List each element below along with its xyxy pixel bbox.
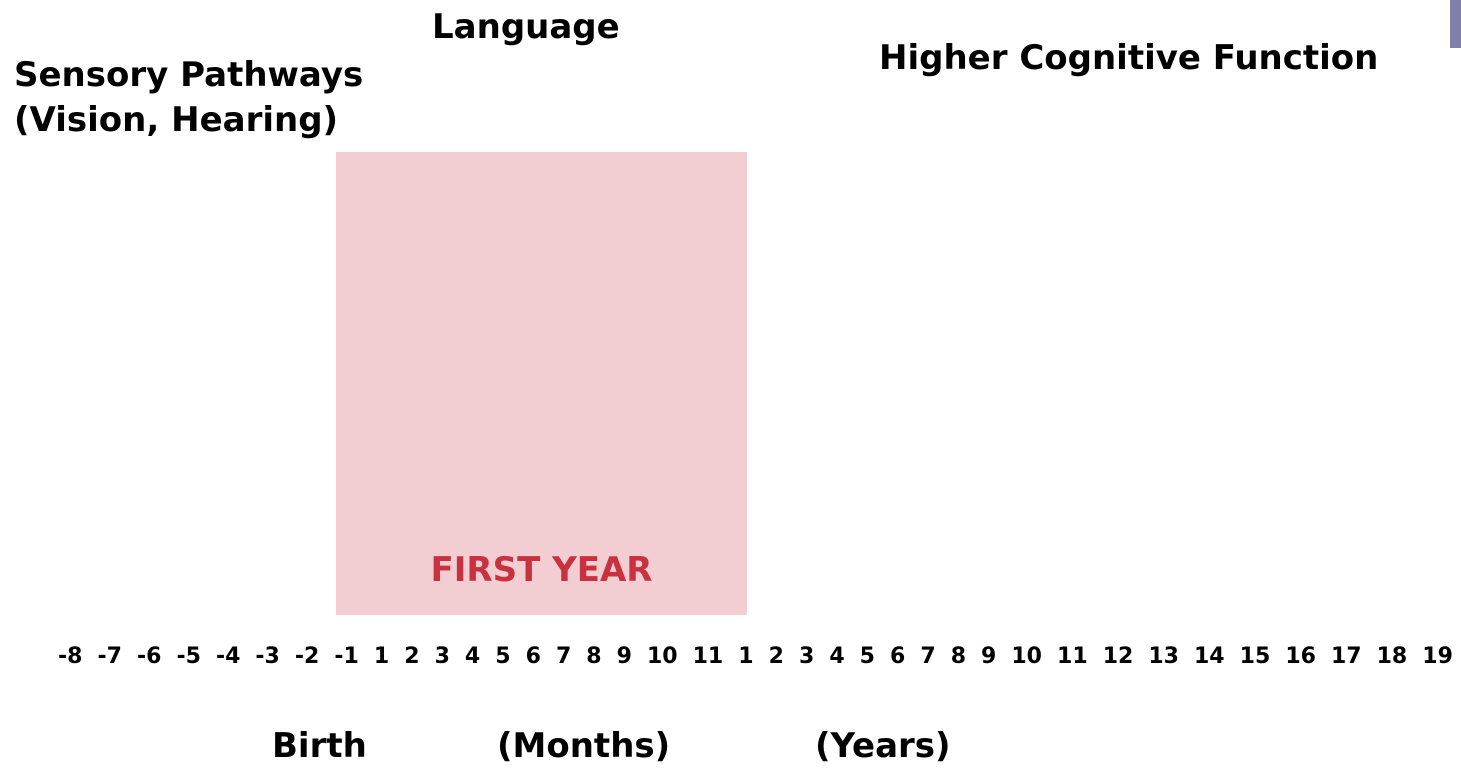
timeline-tick: -6 xyxy=(136,644,162,669)
sensory-label: Sensory Pathways xyxy=(14,55,364,95)
years-label: (Years) xyxy=(815,726,951,766)
timeline-tick: -7 xyxy=(97,644,122,669)
timeline-tick: 13 xyxy=(1148,644,1179,669)
corner-bar xyxy=(1450,0,1461,48)
timeline-tick: 5 xyxy=(495,644,511,669)
higher-label: Higher Cognitive Function xyxy=(879,38,1379,78)
timeline-tick: -1 xyxy=(334,644,359,669)
first-year-band xyxy=(336,152,747,615)
timeline-tick: 10 xyxy=(1011,644,1042,669)
timeline-tick: -3 xyxy=(255,644,280,669)
language-label: Language xyxy=(432,7,620,47)
timeline-tick: 9 xyxy=(616,644,632,669)
timeline-tick: 10 xyxy=(646,644,678,669)
timeline-tick: 17 xyxy=(1330,644,1362,669)
timeline-tick: 2 xyxy=(404,644,420,669)
timeline-tick: 7 xyxy=(555,644,572,669)
timeline-tick: 11 xyxy=(1057,644,1088,669)
timeline-tick: -5 xyxy=(176,644,201,669)
timeline-tick: 9 xyxy=(981,644,997,669)
timeline-tick: 19 xyxy=(1422,644,1453,669)
timeline-tick: 11 xyxy=(692,644,724,669)
timeline-tick: 1 xyxy=(738,644,754,669)
timeline-tick: 16 xyxy=(1285,644,1316,669)
timeline-tick: 2 xyxy=(768,644,784,669)
birth-label: Birth xyxy=(272,726,367,766)
sensory-label: (Vision, Hearing) xyxy=(14,100,339,140)
timeline-tick: 18 xyxy=(1376,644,1408,669)
timeline-tick: 14 xyxy=(1194,644,1225,669)
timeline-tick: -2 xyxy=(294,644,320,669)
timeline: -8 -7 -6 -5 -4 -3 -2 -1 1 2 3 4 5 6 7 8 9 10 11 1 2 3 4 5 6 7 8 9 10… xyxy=(58,644,1453,669)
timeline-tick: 6 xyxy=(525,644,541,669)
timeline-tick: 8 xyxy=(586,644,602,669)
timeline-tick: 4 xyxy=(464,644,481,669)
timeline-tick: 12 xyxy=(1102,644,1134,669)
timeline-tick: 7 xyxy=(920,644,936,669)
timeline-tick: 5 xyxy=(859,644,875,669)
timeline-tick: 6 xyxy=(890,644,906,669)
months-label: (Months) xyxy=(497,726,671,766)
timeline-tick: -8 xyxy=(58,644,83,669)
timeline-tick: 4 xyxy=(829,644,845,669)
timeline-tick: 3 xyxy=(434,644,450,669)
timeline-tick: 15 xyxy=(1239,644,1271,669)
timeline-tick: -4 xyxy=(215,644,241,669)
timeline-tick: 8 xyxy=(950,644,966,669)
timeline-tick: 1 xyxy=(373,644,390,669)
first-year-label: FIRST YEAR xyxy=(430,550,653,590)
timeline-tick: 3 xyxy=(798,644,815,669)
